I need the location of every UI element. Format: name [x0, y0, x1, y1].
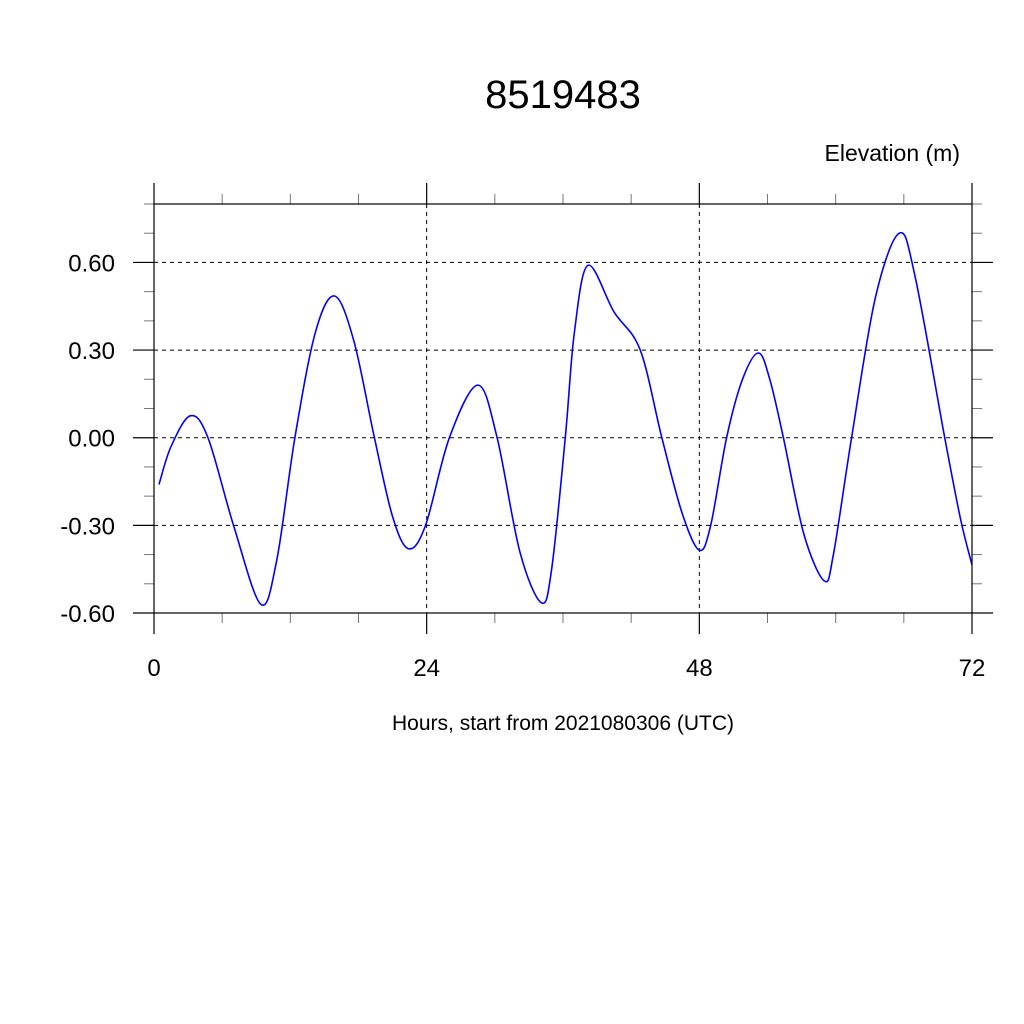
y-axis-label: Elevation (m)	[825, 140, 960, 166]
x-axis-label: Hours, start from 2021080306 (UTC)	[392, 712, 734, 735]
x-tick-label: 0	[147, 655, 160, 682]
elevation-line	[158, 231, 973, 606]
grid	[154, 204, 972, 614]
tick-labels: 0 24 48 72 -0.60 -0.30 0.00 0.30 0.60	[60, 250, 985, 682]
y-tick-label: 0.00	[68, 426, 115, 453]
plot-frame	[153, 203, 973, 614]
y-tick-label: -0.30	[60, 513, 115, 540]
y-tick-label: -0.60	[60, 601, 115, 628]
chart-title: 8519483	[485, 73, 641, 117]
series-group	[158, 231, 973, 606]
x-tick-label: 48	[686, 655, 713, 682]
y-tick-label: 0.60	[68, 250, 115, 277]
ticks	[133, 183, 993, 634]
y-tick-label: 0.30	[68, 338, 115, 365]
x-tick-label: 24	[413, 655, 440, 682]
x-tick-label: 72	[959, 655, 986, 682]
